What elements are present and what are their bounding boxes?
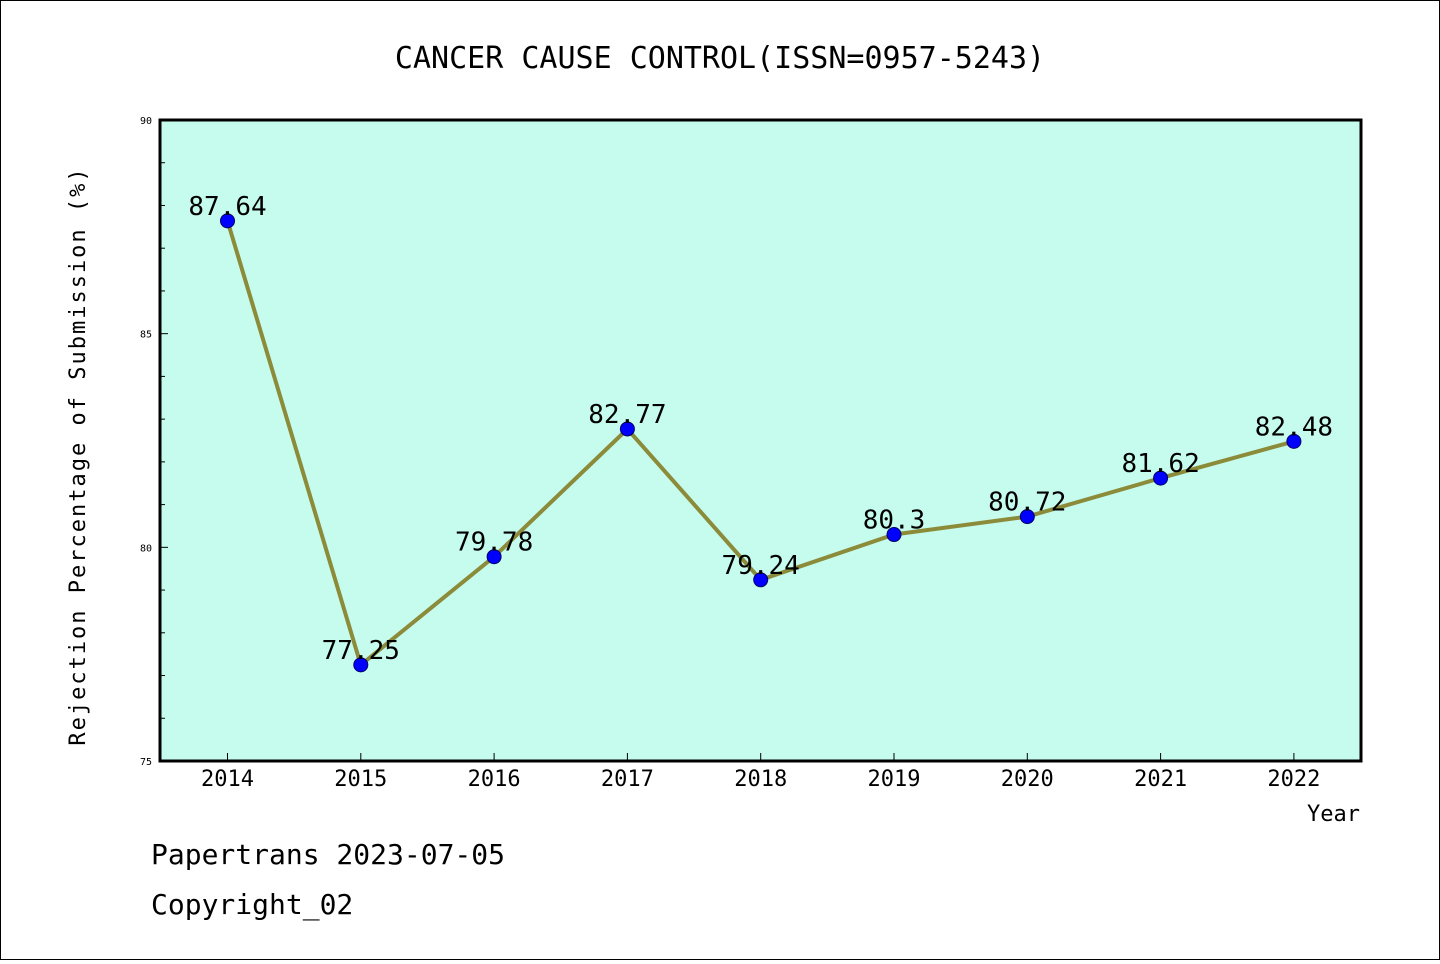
data-point-marker <box>753 572 769 588</box>
y-tick-label: 90 <box>140 116 152 127</box>
chart-title: CANCER CAUSE CONTROL(ISSN=0957-5243) <box>395 41 1045 76</box>
footer-copyright-text: Copyright_02 <box>151 888 353 922</box>
data-labels: 87.64 77.25 79.78 82.77 79.24 80.3 80.72 81.62 8… <box>188 192 1333 666</box>
x-axis-tick-labels: 2014 2015 2016 2017 2018 2019 2020 2021 2022 <box>201 767 1320 792</box>
data-label: 81.62 <box>1121 449 1199 479</box>
y-tick-label: 85 <box>140 330 152 341</box>
x-tick-label: 2017 <box>601 767 654 792</box>
data-label: 79.24 <box>722 551 800 581</box>
y-tick-label: 75 <box>140 757 152 768</box>
data-label: 80.3 <box>863 506 926 536</box>
x-tick-label: 2020 <box>1001 767 1054 792</box>
x-tick-label: 2019 <box>868 767 921 792</box>
data-label: 80.72 <box>988 488 1066 518</box>
data-point-marker <box>486 549 502 565</box>
x-tick-label: 2016 <box>468 767 521 792</box>
data-label: 82.77 <box>588 400 666 430</box>
x-axis-label: Year <box>1307 802 1360 827</box>
y-axis-label: Rejection Percentage of Submission (%) <box>66 166 91 745</box>
data-label: 77.25 <box>322 636 400 666</box>
x-tick-label: 2022 <box>1267 767 1320 792</box>
data-label: 82.48 <box>1255 412 1333 442</box>
x-axis-ticks <box>227 753 1295 761</box>
y-tick-label: 80 <box>140 543 152 554</box>
x-tick-label: 2014 <box>201 767 254 792</box>
data-point-marker <box>886 527 902 543</box>
footer-date-text: Papertrans 2023-07-05 <box>151 838 505 871</box>
data-label: 87.64 <box>188 192 266 222</box>
data-point-marker <box>1153 470 1169 486</box>
x-tick-label: 2021 <box>1134 767 1187 792</box>
y-axis-ticks <box>160 119 168 762</box>
data-point-marker <box>353 657 369 673</box>
series-markers <box>220 213 1302 673</box>
data-label: 79.78 <box>455 528 533 558</box>
x-tick-label: 2018 <box>734 767 787 792</box>
data-point-marker <box>1019 509 1035 525</box>
x-tick-label: 2015 <box>334 767 387 792</box>
y-axis-tick-labels: 75 80 85 90 <box>140 116 152 768</box>
data-point-marker <box>1286 433 1302 449</box>
data-point-marker <box>619 421 635 437</box>
plot-area <box>158 118 1363 763</box>
data-point-marker <box>220 213 235 229</box>
